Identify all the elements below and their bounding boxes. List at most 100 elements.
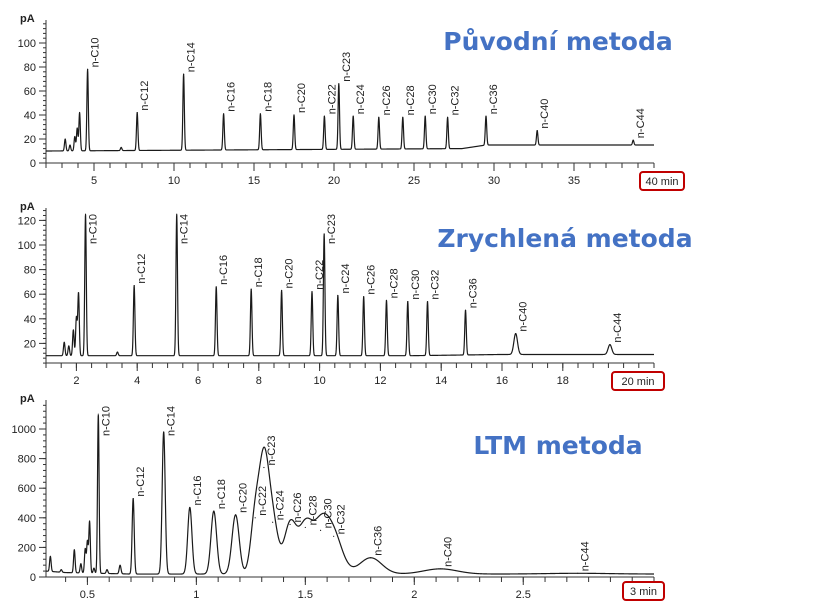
x-tick-label: 10 <box>168 175 180 187</box>
y-tick-label: 600 <box>18 483 36 495</box>
peak-label-n-C22: n-C22 <box>314 260 326 290</box>
peak-label-n-C14: n-C14 <box>179 214 191 244</box>
peak-label-n-C23: n-C23 <box>266 436 278 466</box>
peak-label-n-C26: n-C26 <box>381 85 393 115</box>
peak-label-n-C36: n-C36 <box>373 526 385 556</box>
peak-apex-n-C23 <box>263 466 265 469</box>
chromatogram-trace <box>45 214 655 357</box>
y-axis-unit: pA <box>20 201 35 213</box>
peak-label-n-C44: n-C44 <box>580 541 592 571</box>
peak-apex-n-C32 <box>426 300 429 303</box>
x-tick-label: 8 <box>256 375 262 387</box>
chromatogram-panel-2: Zrychlená metoda pA 20 40 60 80 100 120 2 4 6 8 10 12… <box>18 201 693 391</box>
peak-apex-n-C24 <box>337 294 339 297</box>
peak-apex-n-C26 <box>363 296 365 298</box>
peak-apex-n-C18 <box>259 113 261 115</box>
peak-label-n-C28: n-C28 <box>388 268 400 298</box>
y-tick-label: 60 <box>24 289 36 301</box>
peak-apex-n-C18 <box>250 288 252 290</box>
peak-label-n-C40: n-C40 <box>518 302 530 332</box>
peak-label-n-C26: n-C26 <box>292 492 304 522</box>
x-tick-label: 10 <box>313 375 325 387</box>
peak-label-n-C40: n-C40 <box>539 99 551 129</box>
peak-label-n-C22: n-C22 <box>257 486 269 516</box>
peak-label-n-C30: n-C30 <box>410 270 422 300</box>
peak-label-n-C30: n-C30 <box>427 84 439 114</box>
peak-label-n-C20: n-C20 <box>238 483 250 513</box>
x-tick-label: 2 <box>411 589 417 601</box>
peak-apex-n-C12 <box>136 112 138 114</box>
x-axis-end-label: 20 min <box>621 376 654 388</box>
peak-label-n-C18: n-C18 <box>262 82 274 112</box>
y-tick-label: 20 <box>24 338 36 350</box>
peak-label-n-C36: n-C36 <box>468 278 480 308</box>
peak-apex-n-C10 <box>84 213 87 215</box>
peak-apex-n-C14 <box>163 431 165 433</box>
y-tick-label: 400 <box>18 513 36 525</box>
x-tick-label: 2 <box>73 375 79 387</box>
peak-apex-n-C36 <box>464 309 467 311</box>
peak-label-n-C28: n-C28 <box>405 85 417 115</box>
x-axis-end-label: 40 min <box>645 176 678 188</box>
y-tick-label: 60 <box>24 86 36 98</box>
peak-apex-n-C44 <box>577 572 579 574</box>
x-tick-label: 4 <box>134 375 140 387</box>
peak-label-n-C30: n-C30 <box>323 498 335 528</box>
x-tick-label: 12 <box>374 375 386 387</box>
x-tick-label: 5 <box>91 175 97 187</box>
peak-apex-n-C32 <box>333 535 335 537</box>
peak-apex-n-C30 <box>319 529 322 531</box>
x-tick-label: 0.5 <box>80 589 95 601</box>
peak-apex-n-C40 <box>515 332 517 335</box>
peak-label-n-C18: n-C18 <box>216 479 228 509</box>
peak-apex-n-C14 <box>183 73 185 75</box>
panel-title: Zrychlená metoda <box>437 224 692 253</box>
peak-apex-n-C20 <box>281 289 283 292</box>
peak-apex-n-C24 <box>272 521 274 523</box>
y-tick-label: 0 <box>30 572 36 584</box>
peak-label-n-C22: n-C22 <box>326 84 338 114</box>
axis-end-highlight-box <box>639 171 685 191</box>
x-tick-label: 15 <box>248 175 260 187</box>
peak-apex-n-C22 <box>311 291 313 293</box>
y-axis-unit: pA <box>20 13 35 25</box>
x-tick-label: 20 <box>328 175 340 187</box>
x-tick-label: 2.5 <box>516 589 531 601</box>
peak-apex-n-C28 <box>402 116 404 118</box>
peak-label-n-C23: n-C23 <box>326 214 338 244</box>
peak-apex-n-C40 <box>439 568 442 570</box>
peak-apex-n-C28 <box>385 299 388 301</box>
chromatogram-panel-1: Původní metoda pA 0 20 40 60 80 100 5 10 15 20 25 30 3… <box>18 13 685 191</box>
peak-apex-n-C44 <box>632 139 634 141</box>
peak-apex-n-C16 <box>215 286 217 288</box>
peak-apex-n-C26 <box>378 116 380 118</box>
peak-apex-n-C22 <box>323 115 325 117</box>
y-tick-label: 200 <box>18 542 36 554</box>
peak-apex-n-C20 <box>234 514 237 516</box>
x-tick-label: 1.5 <box>298 589 313 601</box>
y-tick-label: 1000 <box>12 424 36 436</box>
peak-apex-n-C10 <box>87 68 89 70</box>
x-tick-label: 35 <box>568 175 580 187</box>
y-tick-label: 800 <box>18 454 36 466</box>
chromatogram-trace <box>45 414 655 575</box>
x-tick-label: 16 <box>496 375 508 387</box>
peak-apex-n-C28 <box>304 526 306 529</box>
chromatogram-panel-3: LTM metoda pA 0 200 400 600 800 1000 0.5 1 1.5 2 2.5… <box>12 393 665 601</box>
peak-apex-n-C12 <box>132 497 134 500</box>
x-tick-label: 30 <box>488 175 500 187</box>
chromatogram-trace <box>45 68 655 152</box>
peak-label-n-C44: n-C44 <box>612 313 624 343</box>
y-tick-label: 100 <box>18 240 36 252</box>
peak-apex-n-C12 <box>133 284 135 287</box>
x-axis-end-label: 3 min <box>630 586 657 598</box>
axis-end-highlight-box <box>622 581 665 601</box>
axis-end-highlight-box <box>611 371 665 391</box>
x-tick-label: 18 <box>557 375 569 387</box>
x-tick-label: 14 <box>435 375 447 387</box>
peak-label-n-C10: n-C10 <box>90 37 102 67</box>
peak-apex-n-C36 <box>370 557 372 559</box>
peak-apex-n-C18 <box>213 510 215 512</box>
y-tick-label: 100 <box>18 38 36 50</box>
peak-apex-n-C40 <box>536 130 538 132</box>
